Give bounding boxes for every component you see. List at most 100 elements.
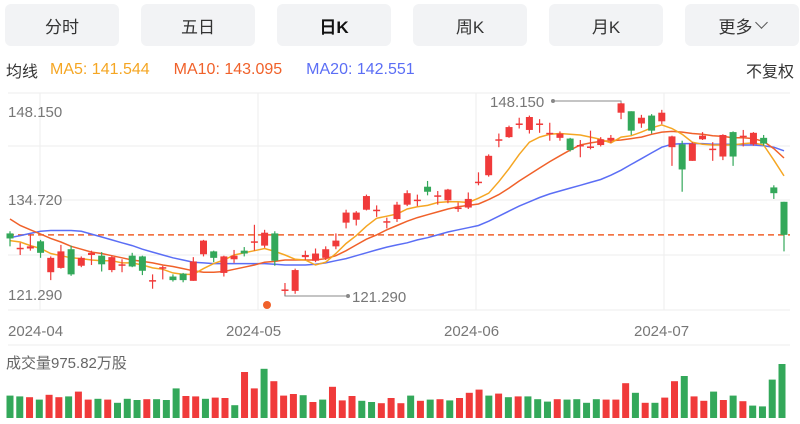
volume-bar [758, 406, 766, 418]
tab-five-day[interactable]: 五日 [141, 4, 255, 46]
y-axis-label: 121.290 [8, 287, 62, 304]
candle[interactable] [169, 274, 177, 282]
candle[interactable] [678, 140, 686, 192]
candle[interactable] [474, 172, 482, 186]
candle[interactable] [485, 154, 493, 177]
candle[interactable] [77, 256, 85, 268]
volume-bar [710, 391, 718, 418]
tab-weekly-k[interactable]: 周K [413, 4, 527, 46]
candle[interactable] [648, 114, 656, 134]
candle[interactable] [67, 245, 75, 276]
candle[interactable] [281, 282, 289, 296]
candle[interactable] [464, 192, 472, 209]
candle[interactable] [312, 248, 320, 263]
period-tabs: 分时 五日 日K 周K 月K 更多 [5, 4, 799, 46]
volume-bar [55, 397, 63, 418]
candle[interactable] [576, 140, 584, 158]
candle[interactable] [200, 239, 207, 257]
candle[interactable] [403, 190, 411, 207]
candle[interactable] [627, 111, 635, 135]
tab-intraday[interactable]: 分时 [5, 4, 119, 46]
candle[interactable] [362, 194, 370, 211]
volume-bar [16, 396, 24, 418]
candle[interactable] [6, 231, 14, 247]
candle[interactable] [271, 231, 279, 266]
candle[interactable] [57, 244, 65, 269]
candle[interactable] [566, 137, 574, 152]
candle[interactable] [159, 265, 167, 280]
volume-bar [690, 396, 698, 418]
candle[interactable] [770, 185, 778, 199]
candle[interactable] [424, 180, 432, 196]
candle[interactable] [587, 130, 594, 150]
candle[interactable] [189, 257, 197, 281]
candle[interactable] [454, 202, 462, 212]
candle[interactable] [546, 122, 554, 141]
candle[interactable] [220, 255, 228, 277]
candle[interactable] [332, 233, 340, 250]
candle[interactable] [607, 134, 615, 143]
volume-bar [729, 395, 737, 418]
candle[interactable] [668, 135, 676, 166]
candle[interactable] [515, 117, 523, 129]
candle[interactable] [505, 125, 513, 138]
price-adjust-toggle[interactable]: 不复权 [745, 64, 794, 81]
candle[interactable] [230, 249, 238, 263]
candle[interactable] [118, 259, 126, 273]
candle[interactable] [536, 119, 544, 133]
candle[interactable] [597, 137, 605, 147]
candle[interactable] [149, 274, 157, 289]
volume-bar [368, 402, 376, 418]
volume-bar [749, 405, 757, 418]
candle[interactable] [322, 246, 330, 261]
candle[interactable] [444, 188, 452, 204]
candle[interactable] [780, 201, 788, 252]
candle[interactable] [383, 217, 391, 229]
candle[interactable] [749, 132, 757, 146]
candle[interactable] [413, 194, 421, 207]
tab-more[interactable]: 更多 [685, 4, 799, 46]
candle[interactable] [16, 242, 24, 255]
candle[interactable] [719, 134, 727, 161]
candle[interactable] [128, 252, 136, 268]
candle[interactable] [108, 255, 116, 273]
volume-bar [485, 395, 493, 418]
candle[interactable] [617, 103, 625, 120]
candle[interactable] [393, 201, 401, 222]
candle[interactable] [261, 229, 269, 248]
candle[interactable] [87, 250, 95, 266]
candle[interactable] [47, 256, 55, 281]
candle[interactable] [210, 250, 218, 263]
tab-daily-k[interactable]: 日K [277, 4, 391, 46]
candle[interactable] [37, 239, 45, 258]
volume-bar [123, 398, 131, 418]
event-marker[interactable] [263, 301, 271, 309]
candle[interactable] [525, 115, 533, 134]
candle[interactable] [352, 211, 360, 226]
candle[interactable] [434, 191, 442, 205]
candle[interactable] [709, 142, 717, 161]
candle[interactable] [556, 131, 564, 141]
ma-label: 均线 [6, 64, 39, 81]
candle[interactable] [688, 142, 696, 161]
tab-monthly-k[interactable]: 月K [549, 4, 663, 46]
candle[interactable] [658, 109, 666, 125]
candle[interactable] [760, 134, 768, 146]
candle[interactable] [240, 247, 248, 257]
candle[interactable] [138, 255, 146, 276]
candle[interactable] [98, 252, 106, 272]
candle[interactable] [26, 234, 34, 251]
candle[interactable] [495, 133, 503, 148]
candle[interactable] [699, 132, 707, 141]
candle[interactable] [373, 205, 381, 217]
candle[interactable] [637, 114, 645, 128]
candle[interactable] [729, 131, 737, 166]
candle[interactable] [342, 209, 350, 229]
candle[interactable] [739, 129, 747, 147]
candle[interactable] [291, 268, 299, 294]
candle[interactable] [250, 224, 258, 251]
volume-bar [74, 391, 82, 418]
candle[interactable] [301, 250, 309, 261]
candle[interactable] [179, 272, 187, 283]
